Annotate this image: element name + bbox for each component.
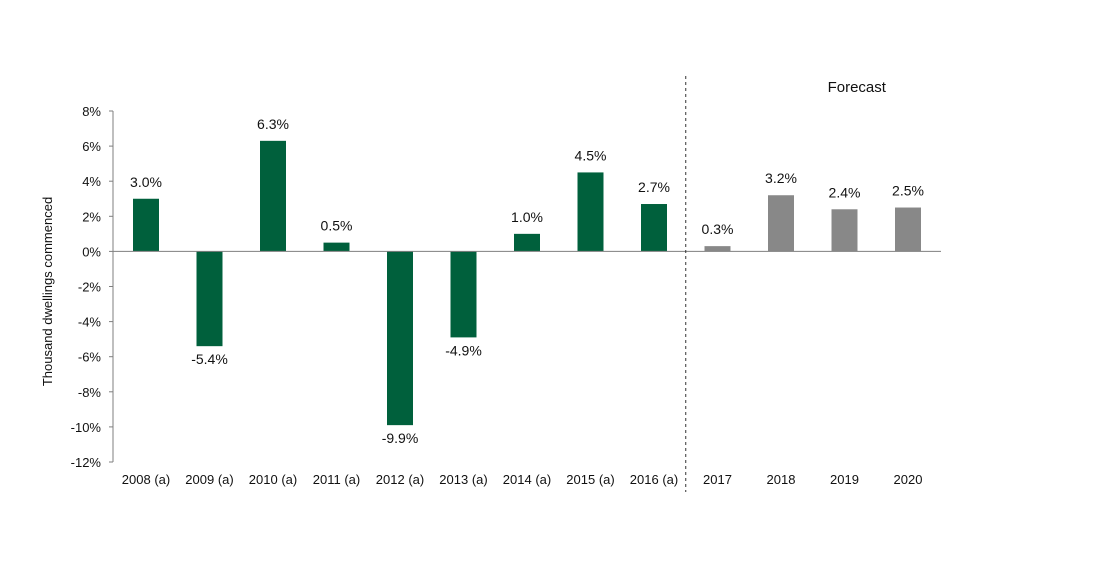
y-tick-label: 8% (82, 104, 101, 119)
bar (577, 172, 604, 252)
bar-value-label: 0.3% (702, 221, 734, 237)
bar-value-label: 3.0% (130, 174, 162, 190)
y-axis-title: Thousand dwellings commenced (40, 197, 55, 386)
bar-value-label: 2.4% (829, 184, 861, 200)
bar (641, 204, 667, 252)
x-category-label: 2014 (a) (503, 472, 551, 487)
bars (133, 140, 921, 426)
bar (133, 198, 159, 252)
y-tick-label: 6% (82, 139, 101, 154)
bar (514, 233, 540, 252)
bar-value-label: -9.9% (382, 430, 419, 446)
bar (831, 209, 858, 252)
x-category-label: 2010 (a) (249, 472, 297, 487)
value-labels: 3.0% -5.4% 6.3% 0.5% -9.9% -4.9% 1.0% 4.5% 2.7% 0… (130, 116, 924, 446)
x-category-label: 2020 (894, 472, 923, 487)
x-category-label: 2015 (a) (566, 472, 614, 487)
category-labels: 2008 (a) 2009 (a) 2010 (a) 2011 (a) 2012 (a)… (122, 472, 923, 487)
bar-value-label: 0.5% (321, 218, 353, 234)
bar (704, 246, 731, 252)
forecast-label: Forecast (828, 79, 887, 96)
x-category-label: 2009 (a) (185, 472, 233, 487)
bar (323, 242, 350, 252)
y-tick-label: -8% (78, 385, 102, 400)
bar-value-label: 2.5% (892, 183, 924, 199)
y-tick-label: 4% (82, 174, 101, 189)
bar-value-label: 3.2% (765, 170, 797, 186)
x-category-label: 2017 (703, 472, 732, 487)
x-category-label: 2013 (a) (439, 472, 487, 487)
x-category-label: 2019 (830, 472, 859, 487)
y-tick-label: -12% (71, 455, 102, 470)
x-category-label: 2008 (a) (122, 472, 170, 487)
y-tick-label: -10% (71, 420, 102, 435)
bar (196, 251, 223, 347)
y-tick-labels: 8% 6% 4% 2% 0% -2% -4% -6% -8% -10% -12% (71, 104, 113, 470)
bar-value-label: 6.3% (257, 116, 289, 132)
y-tick-label: -2% (78, 280, 102, 295)
y-tick-label: 2% (82, 209, 101, 224)
bar-value-label: 2.7% (638, 179, 670, 195)
bar (387, 251, 413, 426)
bar-value-label: -4.9% (445, 342, 482, 358)
bar (260, 140, 286, 252)
x-category-label: 2016 (a) (630, 472, 678, 487)
bar (895, 207, 921, 252)
x-category-label: 2011 (a) (313, 472, 360, 487)
bar (450, 251, 477, 338)
y-tick-label: -6% (78, 350, 102, 365)
x-category-label: 2012 (a) (376, 472, 424, 487)
bar-value-label: 1.0% (511, 209, 543, 225)
bar-value-label: 4.5% (575, 147, 607, 163)
bar-value-label: -5.4% (191, 351, 228, 367)
bar (768, 195, 794, 252)
y-tick-label: -4% (78, 315, 102, 330)
y-tick-label: 0% (82, 244, 101, 259)
x-category-label: 2018 (767, 472, 796, 487)
